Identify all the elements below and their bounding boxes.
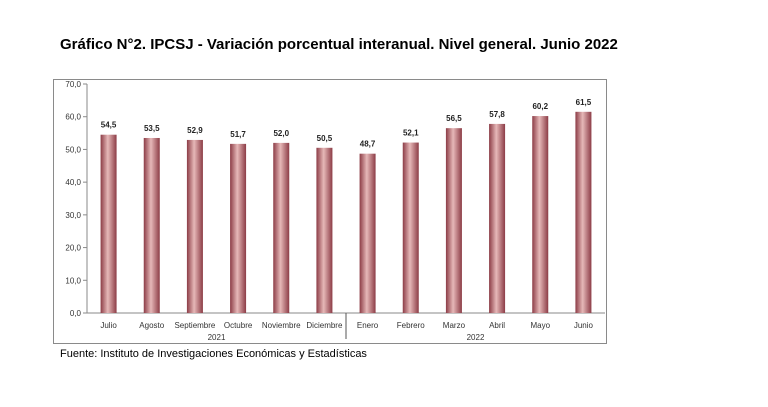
category-label: Abril — [489, 321, 505, 330]
y-tick-label: 10,0 — [65, 276, 81, 285]
bar — [230, 143, 247, 313]
bar-value-label: 60,2 — [532, 102, 548, 111]
bar — [445, 128, 462, 313]
bar — [489, 123, 506, 313]
category-label: Enero — [357, 321, 379, 330]
bar — [575, 111, 592, 313]
category-label: Febrero — [397, 321, 426, 330]
bar — [273, 142, 290, 313]
bar-value-label: 52,1 — [403, 129, 419, 138]
bar — [359, 153, 376, 313]
bar-value-label: 52,0 — [273, 129, 289, 138]
y-tick-label: 70,0 — [65, 80, 81, 89]
bar — [316, 147, 333, 313]
category-label: Noviembre — [262, 321, 301, 330]
chart-frame — [53, 79, 607, 344]
bar — [186, 139, 203, 313]
y-tick-label: 40,0 — [65, 178, 81, 187]
bar-value-label: 54,5 — [101, 121, 117, 130]
category-label: Julio — [100, 321, 117, 330]
category-label: Mayo — [530, 321, 550, 330]
bar-value-label: 48,7 — [360, 140, 376, 149]
group-label: 2021 — [208, 333, 226, 342]
category-label: Marzo — [443, 321, 466, 330]
category-label: Septiembre — [174, 321, 215, 330]
y-tick-label: 20,0 — [65, 244, 81, 253]
bar-value-label: 50,5 — [317, 134, 333, 143]
y-tick-label: 30,0 — [65, 211, 81, 220]
category-label: Diciembre — [306, 321, 343, 330]
category-label: Junio — [574, 321, 594, 330]
bar-value-label: 53,5 — [144, 124, 160, 133]
bar-value-label: 52,9 — [187, 126, 203, 135]
chart-title: Gráfico N°2. IPCSJ - Variación porcentua… — [60, 36, 618, 53]
bar-value-label: 57,8 — [489, 110, 505, 119]
y-tick-label: 50,0 — [65, 145, 81, 154]
bar — [100, 134, 117, 313]
category-label: Agosto — [139, 321, 164, 330]
bar-value-label: 56,5 — [446, 114, 462, 123]
bar-value-label: 61,5 — [576, 98, 592, 107]
bar — [532, 116, 549, 313]
chart-source: Fuente: Instituto de Investigaciones Eco… — [60, 348, 367, 360]
category-label: Octubre — [224, 321, 253, 330]
bar — [402, 142, 419, 313]
bar-value-label: 51,7 — [230, 130, 246, 139]
bar — [143, 137, 160, 313]
group-label: 2022 — [467, 333, 485, 342]
y-tick-label: 0,0 — [70, 309, 82, 318]
y-tick-label: 60,0 — [65, 113, 81, 122]
